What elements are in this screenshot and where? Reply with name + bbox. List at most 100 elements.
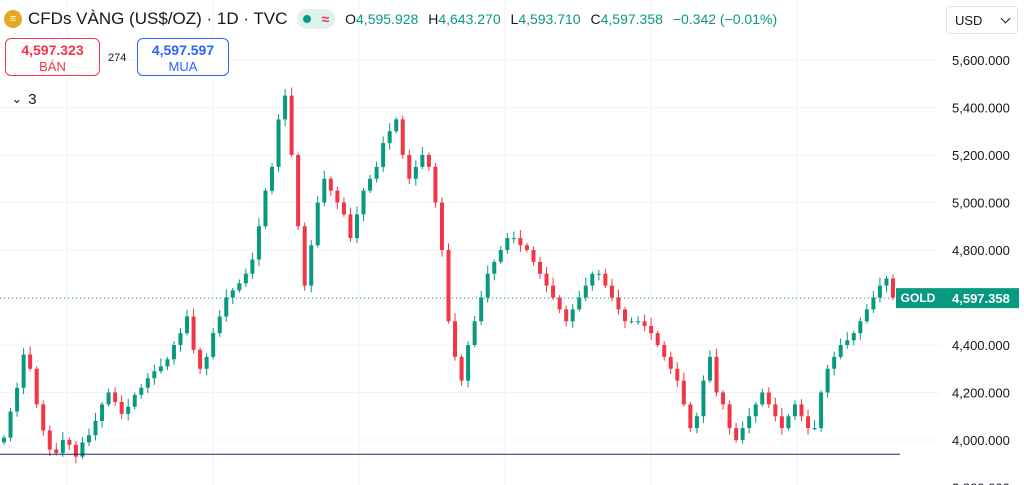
delayed-data-icon: ≈ <box>321 11 330 27</box>
candle-body <box>479 297 484 322</box>
candle-body <box>34 368 39 405</box>
gold-logo-icon: ≡ <box>4 10 22 28</box>
chevron-down-icon: ⌄ <box>11 91 23 106</box>
candle-body <box>590 273 595 286</box>
candle-body <box>694 416 699 429</box>
indicators-collapse-button[interactable]: ⌄ 3 <box>6 88 42 110</box>
market-status-pill[interactable]: ≈ <box>297 9 336 29</box>
candle-body <box>106 392 111 405</box>
candle-body <box>753 404 758 417</box>
candle-body <box>622 309 627 322</box>
open-key: O <box>345 11 357 27</box>
candle-body <box>433 166 438 203</box>
candle-body <box>67 440 72 445</box>
candle-body <box>524 245 529 250</box>
candle-body <box>270 166 275 191</box>
symbol-title[interactable]: CFDs VÀNG (US$/OZ) · 1D · TVC <box>28 9 288 28</box>
candle-body <box>132 394 137 407</box>
candle-body <box>799 404 804 417</box>
candle-body <box>73 444 78 457</box>
candle-body <box>119 402 124 414</box>
open-value: 4,595.928 <box>356 11 419 27</box>
chevron-down-icon <box>1000 13 1011 23</box>
candle-body <box>446 250 451 322</box>
candle-body <box>185 316 190 334</box>
candle-body <box>629 321 634 323</box>
candle-body <box>649 326 654 334</box>
candle-body <box>747 416 752 429</box>
candle-body <box>538 261 543 274</box>
candle-body <box>773 404 778 417</box>
candle-body <box>740 428 745 440</box>
candle-body <box>165 359 170 367</box>
last-price-tag <box>940 288 1019 309</box>
candle-body <box>113 392 118 402</box>
candle-body <box>198 349 203 369</box>
tick-label: 5,200.000 <box>952 148 1010 163</box>
candle-body <box>283 95 288 120</box>
candle-body <box>28 354 33 369</box>
close-key: C <box>590 11 601 27</box>
candle-body <box>394 119 399 132</box>
candle-body <box>93 421 98 436</box>
candle-body <box>47 430 52 450</box>
candle-body <box>171 345 176 360</box>
candle-body <box>891 278 895 298</box>
candle-body <box>191 316 196 350</box>
candle-body <box>707 356 712 381</box>
ohlc-values: O4,595.928 H4,643.270 L4,593.710 C4,597.… <box>345 11 783 27</box>
candle-body <box>485 273 490 298</box>
candle-body <box>505 238 510 250</box>
candle-body <box>381 143 386 167</box>
candle-body <box>531 250 536 262</box>
candle-body <box>786 416 791 429</box>
buy-price: 4,597.597 <box>151 42 215 58</box>
low-key: L <box>510 11 519 27</box>
buy-label: MUA <box>168 59 198 74</box>
currency-select[interactable]: USD <box>946 6 1018 34</box>
candle-body <box>361 190 366 215</box>
candle-body <box>54 449 59 454</box>
candle-body <box>721 392 726 405</box>
candle-body <box>668 356 673 369</box>
candle-body <box>498 250 503 262</box>
candle-body <box>80 442 85 457</box>
tick-label: 3,800.000 <box>952 481 1010 485</box>
candle-body <box>453 321 458 357</box>
candle-body <box>368 178 373 191</box>
candle-body <box>636 321 641 323</box>
chart-grid <box>0 0 940 485</box>
price-axis[interactable]: 5,600.000 5,400.000 5,200.000 5,000.000 4,80… <box>940 0 1024 485</box>
buy-button[interactable]: 4,597.597 MUA <box>137 38 229 76</box>
sell-button[interactable]: 4,597.323 BÁN <box>5 38 100 76</box>
candle-body <box>41 404 46 431</box>
candle-body <box>681 380 686 405</box>
candle-body <box>178 333 183 345</box>
candle-body <box>642 321 647 326</box>
candle-body <box>296 155 301 227</box>
candle-body <box>760 392 765 405</box>
symbol-tag <box>896 288 940 309</box>
candle-body <box>511 238 516 240</box>
candle-body <box>256 226 261 260</box>
symbol-tag-label: GOLD <box>901 291 936 305</box>
high-value: 4,643.270 <box>438 11 501 27</box>
candle-body <box>675 368 680 381</box>
candle-body <box>845 340 850 345</box>
candle-body <box>871 297 876 310</box>
candle-body <box>152 371 157 379</box>
candle-body <box>2 437 6 443</box>
candle-body <box>217 316 222 334</box>
candle-body <box>583 285 588 298</box>
price-chart[interactable]: GOLD <box>0 0 940 485</box>
tick-label: 5,000.000 <box>952 196 1010 211</box>
candle-body <box>263 190 268 227</box>
last-price-label: 4,597.358 <box>952 291 1010 306</box>
candle-body <box>577 297 582 310</box>
candle-body <box>302 226 307 286</box>
candle-body <box>701 380 706 417</box>
candle-body <box>655 333 660 345</box>
candle-body <box>858 321 863 334</box>
candle-body <box>596 273 601 275</box>
candle-body <box>139 387 144 395</box>
